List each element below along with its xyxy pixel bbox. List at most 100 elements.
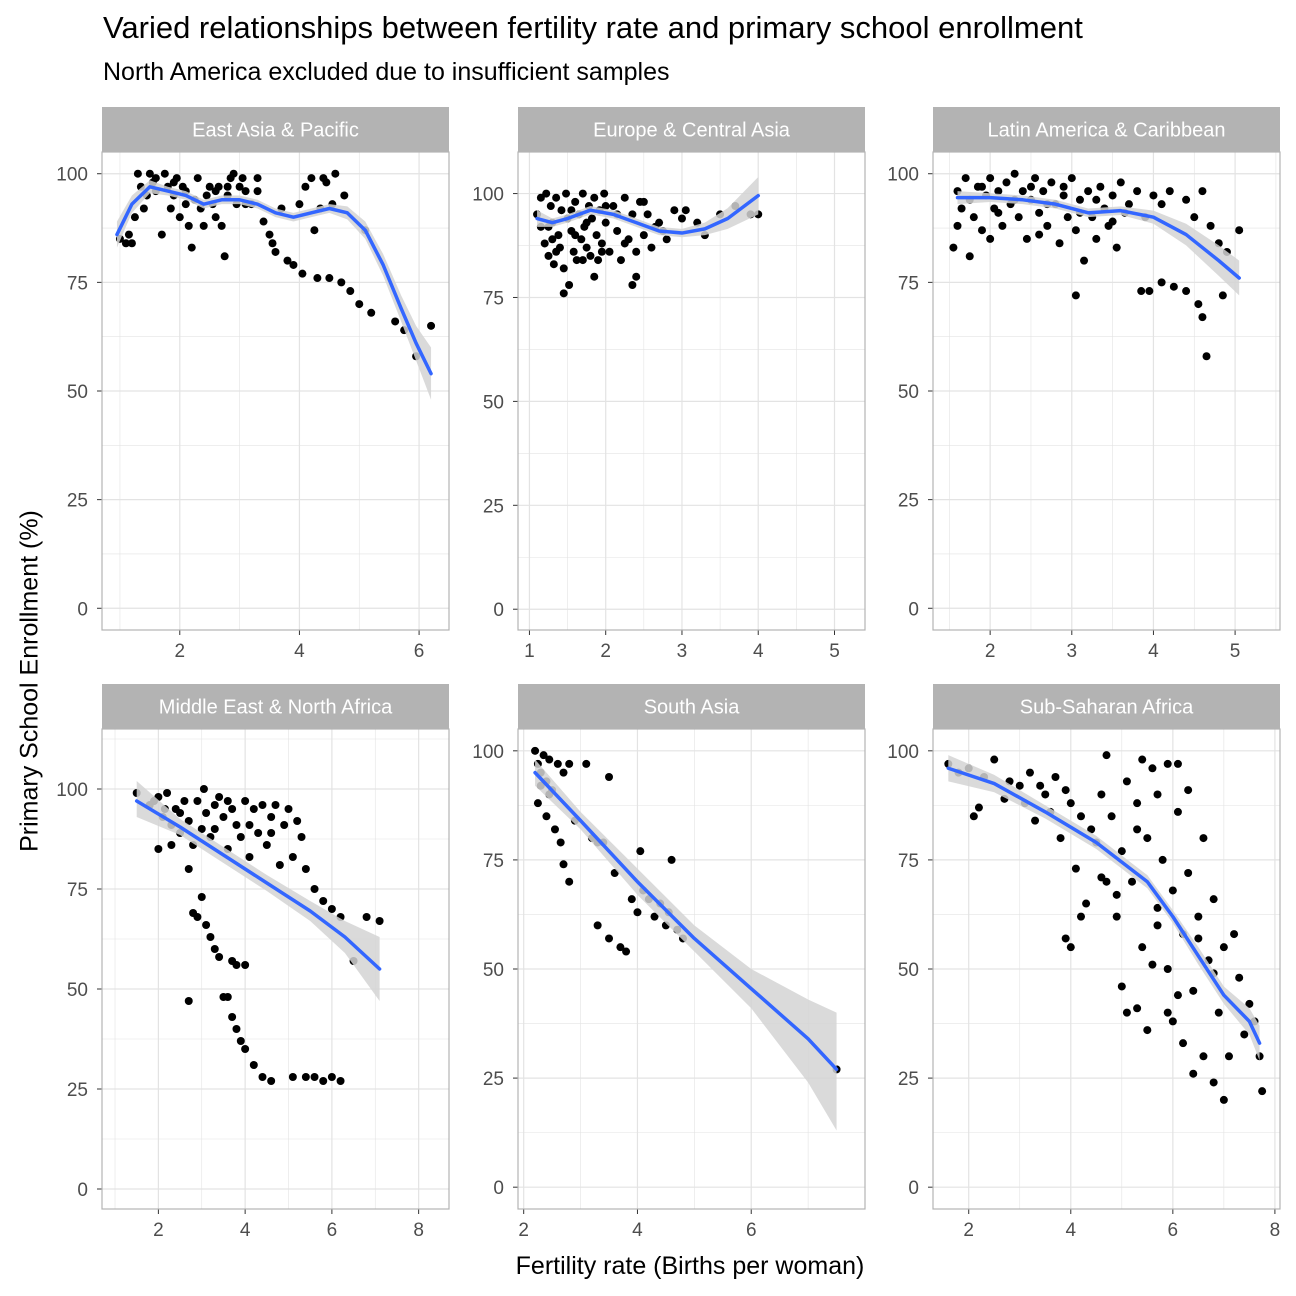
data-point [559,289,568,298]
facet-strip-label: Europe & Central Asia [593,120,791,142]
data-point [601,218,610,227]
data-point [319,897,328,905]
data-point [1071,291,1080,300]
data-point [655,218,664,227]
data-point [280,821,289,829]
data-point [235,182,244,191]
data-point [160,169,169,178]
x-tick-label: 5 [829,641,840,662]
data-point [643,210,652,219]
data-point [139,204,148,213]
data-point [1133,825,1142,834]
data-point [301,1073,310,1081]
data-point [977,182,986,191]
data-point [1080,256,1089,265]
y-tick-label: 100 [472,742,504,763]
data-point [1163,759,1172,768]
x-tick-label: 2 [600,641,611,662]
data-point [254,829,263,837]
data-point [571,231,580,240]
smooth-trend-line [533,770,839,1072]
data-point [1097,873,1106,882]
data-point [1199,1052,1208,1061]
y-tick-label: 0 [908,599,919,620]
data-point [1218,291,1227,300]
data-point [572,256,581,265]
data-point [275,861,284,869]
panel-border [101,151,450,631]
data-point [562,189,571,198]
data-point [1235,973,1244,982]
x-tick-label: 2 [174,641,185,662]
data-point [223,993,232,1001]
chart-title: Varied relationships between fertility r… [103,10,1083,45]
facet-strip [518,684,865,729]
facet-strip [102,107,449,152]
data-point [582,218,591,227]
data-point [1194,934,1203,943]
data-point [1087,825,1096,834]
data-point [582,759,591,768]
data-point [556,838,565,847]
data-point [667,855,676,864]
data-point [322,178,331,187]
y-tick-label: 100 [56,780,88,801]
data-point [1145,287,1154,296]
data-point [961,174,970,183]
data-point [1179,1039,1188,1048]
data-point [1076,812,1085,821]
data-point [310,1073,319,1081]
data-point [325,274,334,283]
data-point [1112,243,1121,252]
data-point [1061,934,1070,943]
data-point [391,317,400,326]
y-tick-label: 75 [898,851,919,872]
data-point [1022,234,1031,243]
facet-strip [933,684,1280,729]
data-point [681,206,690,215]
data-point [1066,799,1075,808]
data-point [557,206,566,215]
smooth-trend-line [115,185,433,376]
data-point [1157,200,1166,209]
smooth-trend-line [955,195,1241,280]
data-point [628,281,637,290]
facet-strip-label: Sub-Saharan Africa [1020,697,1194,719]
data-point [1209,1078,1218,1087]
data-point [577,235,586,244]
data-point [1018,187,1027,196]
data-point [610,869,619,877]
data-point [267,829,276,837]
data-point [157,230,166,239]
facet-panel: South Asia 2 4 6 0 25 50 75 100 [472,684,866,1241]
data-point [295,200,304,209]
data-point [127,239,136,248]
data-point [1224,1052,1233,1061]
data-point [1198,313,1207,322]
data-point [253,187,262,196]
data-point [202,191,211,200]
data-point [1173,807,1182,816]
data-point [662,235,671,244]
data-point [620,239,629,248]
data-point [1122,777,1131,786]
data-point [597,239,606,248]
data-point [636,847,645,856]
data-point [609,202,618,211]
x-tick-label: 1 [524,641,535,662]
x-tick-label: 2 [963,1220,974,1241]
x-tick-label: 4 [1065,1220,1076,1241]
data-point [197,825,206,833]
data-point [245,821,254,829]
data-point [542,812,551,821]
data-point [1124,200,1133,209]
data-point [1117,982,1126,991]
data-point [1133,799,1142,808]
data-point [545,755,554,764]
data-point [228,805,237,813]
data-point [1189,986,1198,995]
data-point [578,189,587,198]
data-point [1168,886,1177,895]
panel-border [932,151,1281,631]
